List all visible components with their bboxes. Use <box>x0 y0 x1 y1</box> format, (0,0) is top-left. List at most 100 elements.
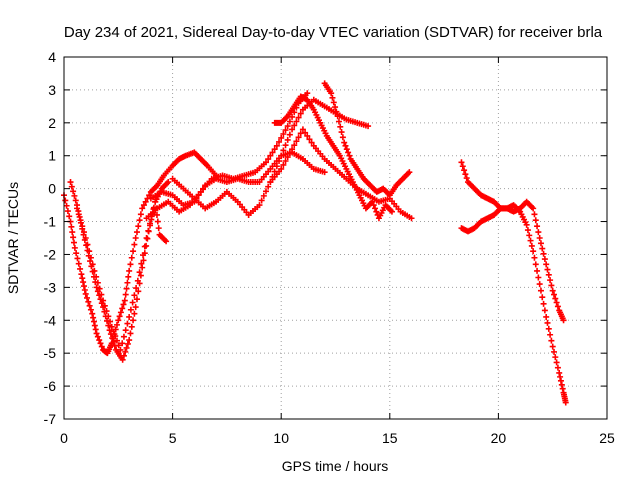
data-point <box>123 344 130 351</box>
data-point <box>553 359 560 366</box>
data-point <box>126 313 133 320</box>
data-point <box>139 205 146 212</box>
data-point <box>339 134 346 141</box>
data-point <box>335 118 342 125</box>
data-point <box>549 343 556 350</box>
y-tick-label: -4 <box>44 312 57 328</box>
data-point <box>64 208 71 215</box>
data-point <box>129 299 136 306</box>
data-point <box>284 123 291 130</box>
data-point <box>70 239 77 246</box>
data-point <box>94 333 101 340</box>
data-point <box>560 317 567 324</box>
data-point <box>130 317 137 324</box>
data-point <box>69 229 76 236</box>
data-point <box>142 198 149 205</box>
data-point <box>536 235 543 241</box>
data-point <box>112 333 119 340</box>
data-point <box>346 152 353 159</box>
data-point <box>132 304 139 311</box>
data-point <box>85 298 92 305</box>
data-point <box>128 254 135 261</box>
data-point <box>90 314 97 321</box>
data-point <box>87 254 94 261</box>
data-point <box>541 307 548 314</box>
data-point <box>98 343 105 350</box>
data-point <box>108 323 115 330</box>
data-point <box>372 205 379 212</box>
y-tick-label: -1 <box>44 214 57 230</box>
data-point <box>278 165 285 172</box>
data-point <box>131 241 138 248</box>
data-point <box>539 294 546 301</box>
data-point <box>388 208 395 215</box>
data-point <box>84 241 91 248</box>
data-point <box>127 306 134 313</box>
data-point <box>96 285 103 292</box>
data-point <box>556 369 563 376</box>
y-tick-label: -6 <box>44 378 57 394</box>
grid-layer <box>64 57 607 419</box>
data-point <box>334 113 341 120</box>
data-point <box>126 337 133 344</box>
y-tick-label: 4 <box>48 49 56 65</box>
data-point <box>540 250 547 257</box>
data-point <box>124 320 131 327</box>
data-layer <box>61 80 569 406</box>
data-point <box>86 248 93 255</box>
data-point <box>115 342 122 349</box>
data-point <box>458 159 465 166</box>
data-point <box>78 271 85 278</box>
data-point <box>535 274 542 281</box>
data-point <box>87 306 94 313</box>
data-point <box>284 154 291 161</box>
data-point <box>265 183 272 190</box>
data-point <box>131 292 138 299</box>
data-point <box>547 277 554 284</box>
data-point <box>139 264 146 271</box>
data-point <box>200 185 207 192</box>
data-point <box>117 346 124 353</box>
data-point <box>110 328 117 335</box>
data-point <box>531 254 538 261</box>
data-point <box>544 319 551 326</box>
data-point <box>554 303 561 310</box>
data-point <box>338 129 345 136</box>
data-point <box>553 299 560 306</box>
data-point <box>543 261 550 268</box>
data-point <box>544 266 551 273</box>
data-point <box>119 356 126 363</box>
data-point <box>282 157 289 164</box>
data-point <box>558 381 565 388</box>
data-point <box>100 297 107 304</box>
data-point <box>341 139 348 146</box>
data-point <box>73 250 80 257</box>
series-track-6 <box>147 149 328 209</box>
data-point <box>551 348 558 355</box>
data-point <box>191 198 198 205</box>
data-point <box>541 256 548 263</box>
data-point <box>70 234 77 241</box>
data-point <box>532 261 539 268</box>
data-point <box>101 302 108 309</box>
data-point <box>562 399 569 406</box>
data-point <box>284 136 291 143</box>
data-point <box>365 123 372 130</box>
data-point <box>536 281 543 288</box>
data-point <box>136 217 143 224</box>
y-tick-label: 1 <box>48 148 56 164</box>
data-point <box>548 282 555 289</box>
data-point <box>197 188 204 195</box>
data-point <box>132 235 139 241</box>
data-point <box>153 211 160 218</box>
data-point <box>68 223 75 230</box>
data-point <box>291 142 298 149</box>
data-point <box>195 192 202 199</box>
series-track-7 <box>267 126 415 222</box>
data-point <box>369 198 376 205</box>
data-point <box>530 205 537 212</box>
data-point <box>297 110 304 117</box>
data-point <box>273 142 280 149</box>
data-point <box>526 232 533 239</box>
data-point <box>136 269 143 276</box>
